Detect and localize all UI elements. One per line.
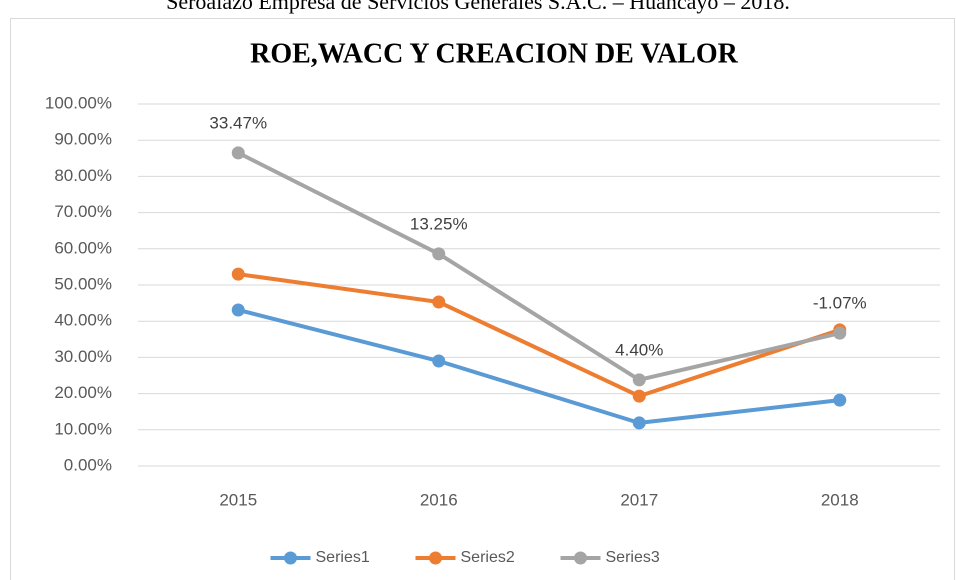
point [231, 267, 245, 281]
annotation: 4.40% [615, 340, 663, 359]
legend-marker [429, 551, 442, 565]
x-tick-label: 2015 [219, 490, 257, 509]
point [432, 247, 446, 261]
y-tick-label: 80.00% [54, 166, 112, 185]
point [231, 146, 245, 160]
annotation: 13.25% [410, 214, 468, 233]
y-tick-label: 10.00% [54, 419, 112, 438]
chart-frame [10, 18, 955, 580]
y-tick-label: 70.00% [54, 202, 112, 221]
y-tick-label: 30.00% [54, 347, 112, 366]
point [632, 416, 646, 430]
caption: Seroalazo Empresa de Servicios Generales… [166, 0, 790, 14]
series-line [236, 307, 842, 425]
y-tick-label: 100.00% [45, 93, 112, 112]
point [833, 326, 847, 340]
y-tick-label: 20.00% [54, 383, 112, 402]
legend-marker [284, 551, 297, 565]
point [632, 373, 646, 387]
legend-label: Series2 [461, 549, 515, 566]
point [632, 389, 646, 403]
x-tick-label: 2018 [821, 490, 859, 509]
x-tick-label: 2017 [620, 490, 658, 509]
legend-marker [574, 551, 587, 565]
y-tick-label: 0.00% [64, 455, 112, 474]
y-tick-label: 60.00% [54, 238, 112, 257]
point [432, 295, 446, 309]
point [833, 393, 847, 407]
y-tick-label: 40.00% [54, 311, 112, 330]
series-line [236, 272, 842, 399]
point [432, 354, 446, 368]
annotation: 33.47% [209, 113, 267, 132]
point [231, 303, 245, 317]
legend-label: Series3 [606, 549, 660, 566]
x-tick-label: 2016 [420, 490, 458, 509]
y-tick-label: 50.00% [54, 274, 112, 293]
chart-title: ROE,WACC Y CREACION DE VALOR [250, 38, 739, 69]
series-line [236, 150, 842, 382]
y-tick-label: 90.00% [54, 130, 112, 149]
annotation: -1.07% [813, 294, 867, 313]
legend-label: Series1 [316, 549, 370, 566]
